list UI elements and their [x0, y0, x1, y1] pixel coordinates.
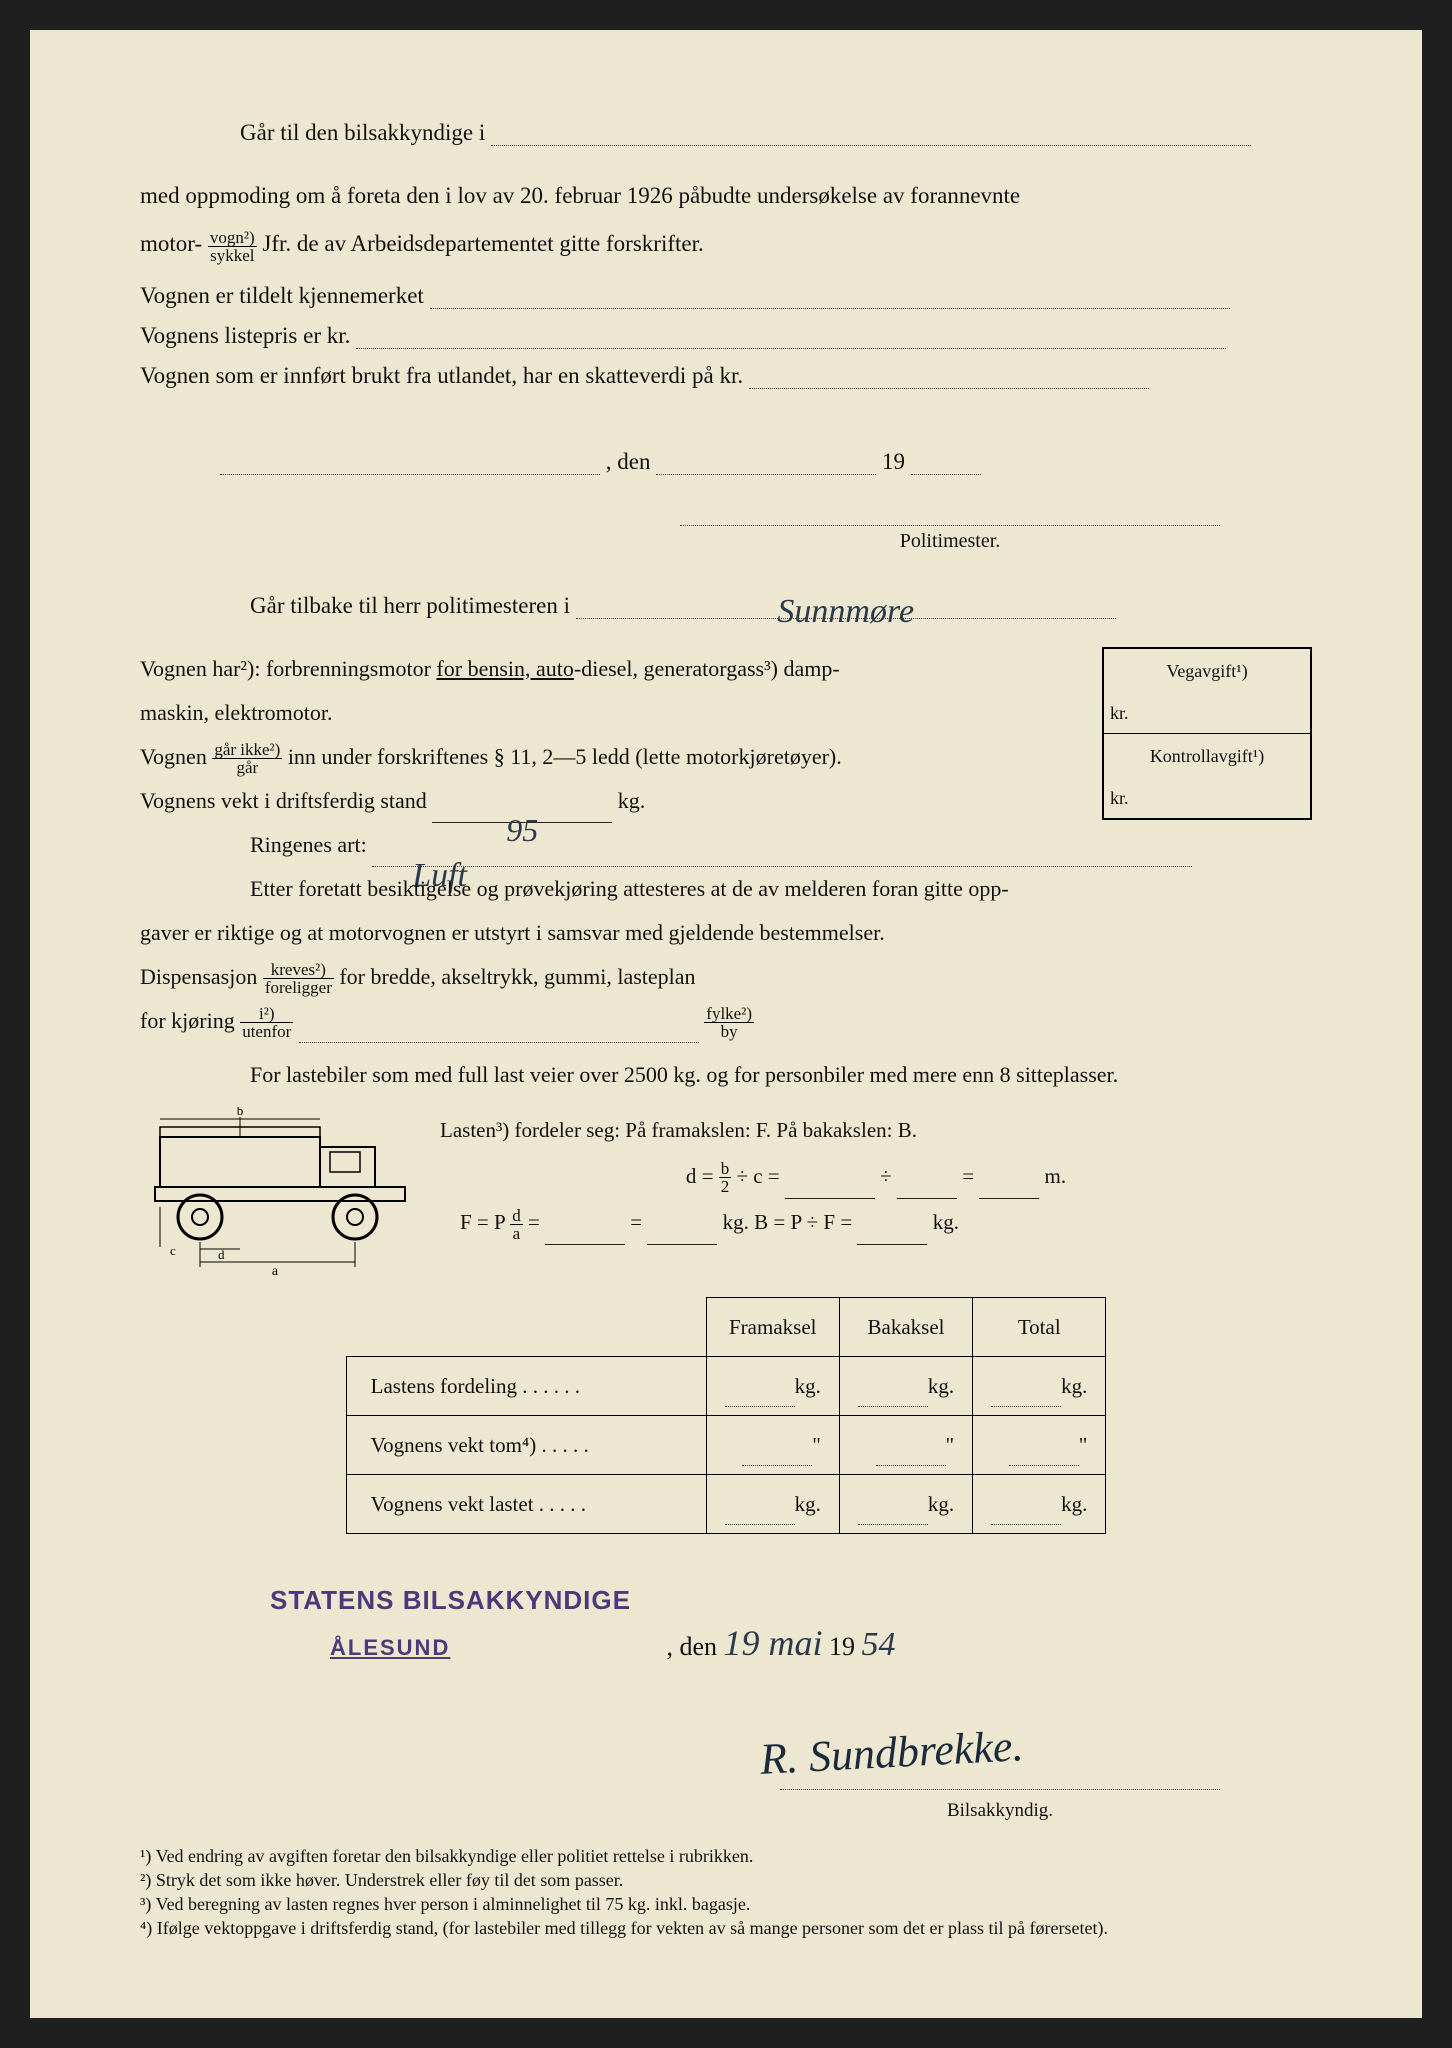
text: -diesel, generatorgass³) damp- — [574, 656, 840, 681]
stamp-line1: STATENS BILSAKKYNDIGE — [270, 1585, 631, 1615]
table-row: Vognens vekt lastet . . . . . kg. kg. kg… — [346, 1474, 1106, 1533]
row-listepris: Vognens listepris er kr. — [140, 323, 1312, 349]
ring-line: Ringenes art: Luft — [250, 823, 1312, 867]
fraction-vogn-sykkel: vogn²) sykkel — [208, 229, 257, 264]
year-field — [911, 449, 981, 474]
fraction-fylke-by: fylke²) by — [704, 1005, 754, 1040]
blank-field — [356, 323, 1226, 348]
formula-text: Lasten³) fordeler seg: På framakslen: F.… — [440, 1107, 1312, 1246]
svg-text:d: d — [218, 1247, 225, 1262]
text: maskin, elektromotor. — [140, 700, 332, 725]
date-field — [656, 449, 876, 474]
fraction-kreves: kreves²) foreligger — [263, 961, 334, 996]
intro-paragraph: med oppmoding om å foreta den i lov av 2… — [140, 172, 1312, 269]
date-line-1: , den 19 — [220, 449, 1312, 475]
footnote-1: ¹) Ved endring av avgiften foretar den b… — [140, 1844, 1312, 1868]
axle-table: Framaksel Bakaksel Total Lastens fordeli… — [346, 1297, 1107, 1534]
stamp-and-date: STATENS BILSAKKYNDIGE ÅLESUND , den 19 m… — [140, 1534, 1312, 1679]
footnote-2: ²) Stryk det som ikke høver. Understrek … — [140, 1868, 1312, 1892]
fee-kontrollavgift: Kontrollavgift¹) — [1104, 734, 1310, 778]
label: Ringenes art: — [250, 832, 367, 857]
col-total: Total — [973, 1297, 1106, 1356]
footnotes: ¹) Ved endring av avgiften foretar den b… — [140, 1844, 1312, 1941]
text: 19 — [882, 449, 905, 474]
formula-line1: Lasten³) fordeler seg: På framakslen: F.… — [440, 1107, 1312, 1153]
formula-line2: d = b2 ÷ c = ÷ = m. — [440, 1153, 1312, 1199]
place-handwritten: Sunnmøre — [576, 593, 1116, 618]
label: Vognen som er innført brukt fra utlandet… — [140, 363, 743, 388]
text: for kjøring — [140, 1008, 240, 1033]
blank-field — [491, 121, 1251, 146]
col-framaksel: Framaksel — [706, 1297, 839, 1356]
weight-field: 95 — [432, 798, 612, 822]
kjoring-line: for kjøring i²) utenfor fylke²) by — [140, 999, 1312, 1043]
line-bilsakkyndige: Går til den bilsakkyndige i — [240, 120, 1312, 146]
signature-bilsakkyndig: R. Sundbrekke. — [760, 1709, 1312, 1797]
fraction-i-utenfor: i²) utenfor — [240, 1005, 293, 1040]
text: med oppmoding om å foreta den i lov av 2… — [140, 183, 1020, 208]
text: Vognen har²): forbrenningsmotor — [140, 656, 436, 681]
col-bakaksel: Bakaksel — [839, 1297, 972, 1356]
document-page: Går til den bilsakkyndige i med oppmodin… — [0, 0, 1452, 2048]
text: Går til den bilsakkyndige i — [240, 120, 485, 145]
unit: kg. — [618, 788, 646, 813]
label: Vognens vekt i driftsferdig stand — [140, 788, 427, 813]
dispensation-line: Dispensasjon kreves²) foreligger for bre… — [140, 955, 1312, 999]
label: Politimester. — [900, 530, 1001, 552]
svg-text:c: c — [170, 1243, 176, 1258]
label: Vognens listepris er kr. — [140, 323, 350, 348]
text: inn under forskriftenes § 11, 2—5 ledd (… — [288, 744, 842, 769]
table-header-row: Framaksel Bakaksel Total — [346, 1297, 1106, 1356]
back-to-politimester: Går tilbake til herr politimesteren i Su… — [250, 593, 1312, 619]
fee-kr: kr. — [1104, 693, 1310, 733]
text: , den — [606, 449, 651, 474]
table-row: Lastens fordeling . . . . . . kg. kg. kg… — [346, 1356, 1106, 1415]
signature-politimester: Politimester. — [680, 525, 1220, 553]
text: Vognen — [140, 744, 212, 769]
blank-field — [430, 283, 1230, 308]
handwriting: Sunnmøre — [777, 593, 914, 630]
fee-vegavgift: Vegavgift¹) — [1104, 649, 1310, 693]
stamp-line2: ÅLESUND — [330, 1626, 631, 1670]
fraction-gaar: går ikke²) går — [212, 741, 282, 776]
label: Vognen er tildelt kjennemerket — [140, 283, 424, 308]
lastebiler-intro: For lastebiler som med full last veier o… — [140, 1053, 1312, 1097]
date-line-2: , den 19 mai 19 54 — [666, 1607, 895, 1679]
signature-handwriting: R. Sundbrekke. — [758, 1702, 1026, 1804]
text: for bredde, akseltrykk, gummi, lasteplan — [339, 964, 695, 989]
inspection-section: Vegavgift¹) kr. Kontrollavgift¹) kr. Vog… — [140, 647, 1312, 1941]
row-skatteverdi: Vognen som er innført brukt fra utlandet… — [140, 363, 1312, 389]
attestation-line1: Etter foretatt besiktigelse og prøvekjør… — [140, 867, 1312, 911]
stamp: STATENS BILSAKKYNDIGE ÅLESUND — [270, 1574, 631, 1670]
date-handwritten: 19 mai — [724, 1623, 823, 1663]
ring-field: Luft — [372, 842, 1192, 866]
svg-text:a: a — [272, 1264, 279, 1277]
formula-area: a b d c Lasten³) fordeler seg: På framak… — [140, 1107, 1312, 1277]
fee-box: Vegavgift¹) kr. Kontrollavgift¹) kr. — [1102, 647, 1312, 820]
underlined: for bensin, auto — [436, 656, 573, 681]
svg-text:b: b — [237, 1107, 244, 1118]
row-kjennemerke: Vognen er tildelt kjennemerket — [140, 283, 1312, 309]
label: Går tilbake til herr politimesteren i — [250, 593, 570, 618]
attestation-line2: gaver er riktige og at motorvognen er ut… — [140, 911, 1312, 955]
year-handwritten: 54 — [862, 1626, 896, 1663]
text: motor- — [140, 231, 202, 256]
blank-field — [749, 363, 1149, 388]
table-row: Vognens vekt tom⁴) . . . . . " " " — [346, 1415, 1106, 1474]
footnote-3: ³) Ved beregning av lasten regnes hver p… — [140, 1892, 1312, 1916]
formula-line3: F = P da = = kg. B = P ÷ F = kg. — [460, 1199, 1312, 1245]
place-field — [220, 449, 600, 474]
fee-kr: kr. — [1104, 778, 1310, 818]
footnote-4: ⁴) Ifølge vektoppgave i driftsferdig sta… — [140, 1916, 1312, 1940]
blank-field — [299, 1018, 699, 1042]
text: Dispensasjon — [140, 964, 263, 989]
truck-diagram-icon: a b d c — [140, 1107, 420, 1277]
text: Jfr. de av Arbeidsdepartementet gitte fo… — [262, 231, 703, 256]
